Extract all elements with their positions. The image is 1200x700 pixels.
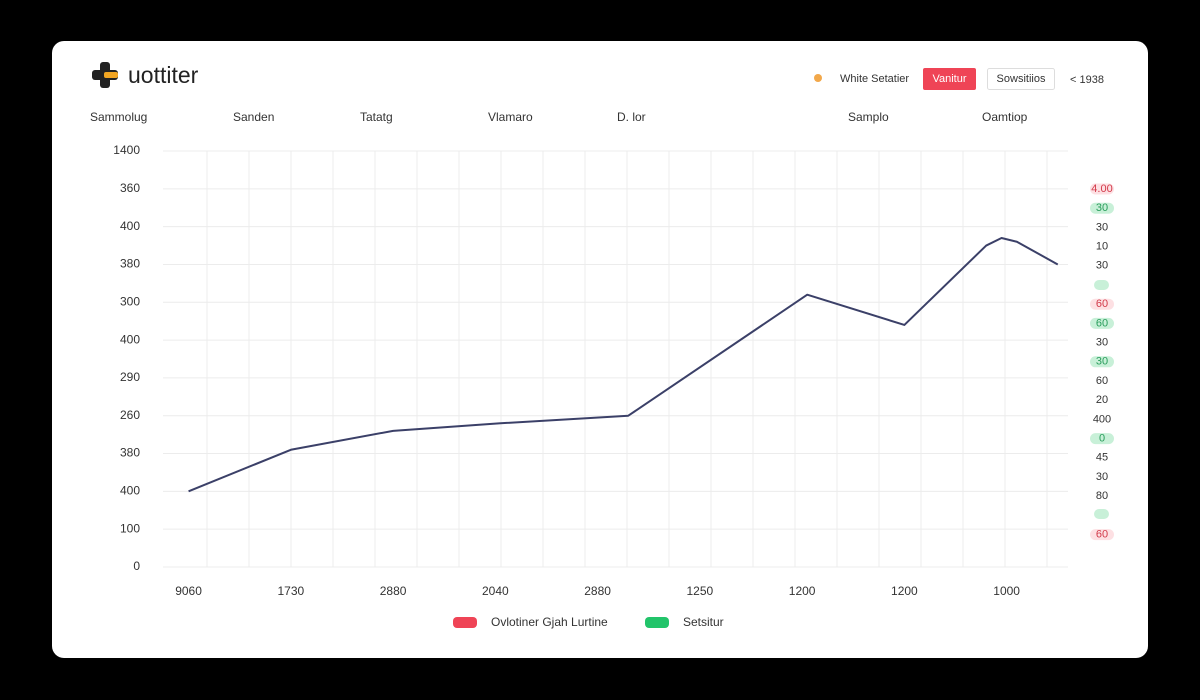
line-series bbox=[188, 236, 1059, 493]
y-tick-label: 400 bbox=[120, 219, 140, 233]
logo-text: uottiter bbox=[128, 62, 199, 88]
y-tick-label: 290 bbox=[120, 370, 140, 384]
side-badge bbox=[1090, 433, 1114, 445]
side-label: 4.00 bbox=[1091, 183, 1112, 195]
y-tick-label: 1400 bbox=[113, 143, 140, 157]
side-badge bbox=[1090, 529, 1114, 541]
side-label: 60 bbox=[1096, 529, 1108, 541]
x-tick-label: 2040 bbox=[482, 584, 509, 598]
side-label: 60 bbox=[1096, 298, 1108, 310]
legend-label: Ovlotiner Gjah Lurtine bbox=[491, 615, 608, 629]
secondary-button-label[interactable]: Sowsitiios bbox=[997, 73, 1046, 85]
side-label: 30 bbox=[1096, 356, 1108, 368]
side-label: 20 bbox=[1096, 394, 1108, 406]
side-label: 30 bbox=[1096, 221, 1108, 233]
side-label: 60 bbox=[1096, 317, 1108, 329]
y-tick-label: 400 bbox=[120, 332, 140, 346]
column-label: Sanden bbox=[233, 110, 274, 124]
y-tick-label: 360 bbox=[120, 181, 140, 195]
side-label: 10 bbox=[1096, 241, 1108, 253]
y-tick-label: 380 bbox=[120, 446, 140, 460]
x-tick-label: 9060 bbox=[175, 584, 202, 598]
secondary-button[interactable] bbox=[987, 68, 1055, 90]
status-text: White Setatier bbox=[840, 73, 909, 85]
x-tick-label: 1730 bbox=[277, 584, 304, 598]
primary-button[interactable] bbox=[923, 68, 976, 90]
side-badge bbox=[1090, 317, 1114, 329]
side-badge bbox=[1090, 183, 1114, 195]
side-label: 30 bbox=[1096, 471, 1108, 483]
legend-label: Setsitur bbox=[683, 615, 724, 629]
column-label: Oamtiop bbox=[982, 110, 1028, 124]
card bbox=[52, 41, 1148, 658]
side-label: 80 bbox=[1096, 490, 1108, 502]
side-label: 45 bbox=[1096, 452, 1108, 464]
legend-swatch bbox=[645, 617, 669, 628]
side-label: 30 bbox=[1096, 202, 1108, 214]
legend-swatch bbox=[453, 617, 477, 628]
side-label: 60 bbox=[1096, 375, 1108, 387]
status-dot bbox=[814, 74, 822, 82]
y-tick-label: 400 bbox=[120, 484, 140, 498]
side-badge bbox=[1090, 356, 1114, 368]
side-label: 400 bbox=[1093, 413, 1111, 425]
side-label: 30 bbox=[1096, 337, 1108, 349]
y-tick-label: 100 bbox=[120, 521, 140, 535]
x-tick-label: 2880 bbox=[584, 584, 611, 598]
primary-button-label[interactable]: Vanitur bbox=[932, 73, 966, 85]
side-label: 30 bbox=[1096, 260, 1108, 272]
x-tick-label: 1200 bbox=[891, 584, 918, 598]
x-tick-label: 1250 bbox=[687, 584, 714, 598]
logo-icon bbox=[92, 62, 118, 88]
y-tick-label: 0 bbox=[133, 559, 140, 573]
side-badge bbox=[1090, 298, 1114, 310]
side-blanks bbox=[1094, 280, 1109, 519]
user-info[interactable]: < 1938 bbox=[1070, 74, 1104, 86]
side-label: 0 bbox=[1099, 433, 1105, 445]
y-tick-label: 260 bbox=[120, 408, 140, 422]
side-badge bbox=[1090, 202, 1114, 214]
y-tick-label: 380 bbox=[120, 257, 140, 271]
x-tick-label: 2880 bbox=[380, 584, 407, 598]
y-tick-label: 300 bbox=[120, 294, 140, 308]
column-label: Tatatg bbox=[360, 110, 393, 124]
column-label: Samplo bbox=[848, 110, 889, 124]
x-tick-label: 1000 bbox=[993, 584, 1020, 598]
column-label: Sammolug bbox=[90, 110, 147, 124]
column-label: D. lor bbox=[617, 110, 646, 124]
column-label: Vlamaro bbox=[488, 110, 533, 124]
x-tick-label: 1200 bbox=[789, 584, 816, 598]
